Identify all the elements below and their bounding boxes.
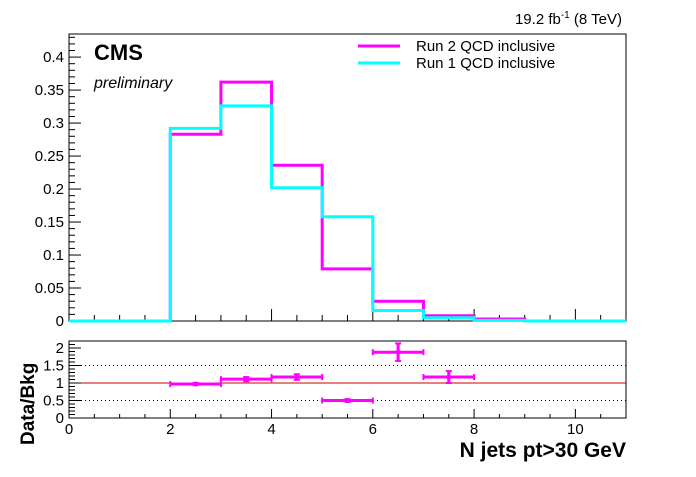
ratio-x-tick-label: 4: [267, 421, 275, 438]
ratio-y-tick-label: 0.5: [43, 393, 64, 410]
histogram-series-run2: [69, 80, 626, 323]
ratio-point: [169, 381, 222, 388]
main-y-axis: 0 0.05 0.1 0.15 0.2 0.25 0.3 0.35 0.4: [35, 36, 81, 330]
ratio-y-axis-label: Data/Bkg: [18, 363, 39, 445]
ratio-x-tick-label: 10: [567, 421, 584, 438]
ratio-point-marker: [345, 398, 350, 403]
ratio-x-tick-label: 6: [369, 421, 377, 438]
luminosity-value: 19.2 fb: [515, 11, 561, 28]
ratio-point-marker: [193, 381, 199, 387]
legend-label-run1: Run 1 QCD inclusive: [416, 55, 555, 72]
main-y-tick-label: 0.05: [35, 280, 64, 297]
main-y-tick-label: 0.1: [43, 247, 64, 264]
ratio-y-tick-label: 1.5: [43, 358, 64, 375]
ratio-points-group: [169, 342, 476, 404]
luminosity-exponent: -1: [561, 10, 570, 21]
ratio-plot-frame: [68, 340, 627, 419]
status-label: preliminary: [93, 75, 173, 92]
ratio-x-tick-label: 2: [166, 421, 174, 438]
ratio-point-marker: [243, 376, 249, 382]
ratio-point: [270, 373, 324, 381]
legend-label-run2: Run 2 QCD inclusive: [416, 38, 555, 55]
luminosity-label: 19.2 fb-1 (8 TeV): [515, 10, 622, 28]
main-y-tick-label: 0.2: [43, 181, 64, 198]
experiment-label: CMS: [94, 40, 143, 65]
ratio-point: [422, 370, 476, 384]
ratio-x-tick-label: 8: [470, 421, 478, 438]
luminosity-energy: (8 TeV): [570, 11, 622, 28]
ratio-x-tick-label: 0: [65, 421, 73, 438]
ratio-y-tick-label: 1: [56, 375, 64, 392]
ratio-point-marker: [446, 374, 452, 380]
main-y-tick-label: 0.15: [35, 214, 64, 231]
x-axis-label: N jets pt>30 GeV: [460, 439, 626, 462]
ratio-point-marker: [395, 349, 401, 355]
main-y-tick-label: 0: [56, 313, 64, 330]
ratio-point-marker: [294, 374, 300, 380]
ratio-point: [219, 376, 273, 383]
ratio-y-axis: 00.511.52: [43, 340, 81, 427]
ratio-point: [321, 397, 374, 404]
ratio-y-tick-label: 0: [56, 410, 64, 427]
ratio-reference-lines: [69, 365, 626, 401]
main-y-tick-label: 0.3: [43, 115, 64, 132]
histogram-series-group: [69, 80, 626, 323]
histogram-series-run1: [69, 104, 626, 323]
main-x-axis-ticks: [68, 309, 627, 321]
main-y-tick-label: 0.35: [35, 82, 64, 99]
ratio-y-tick-label: 2: [56, 340, 64, 357]
ratio-point: [371, 342, 425, 362]
main-y-tick-label: 0.4: [43, 49, 64, 66]
main-y-tick-label: 0.25: [35, 148, 64, 165]
ratio-x-axis: 0 2 4 6 8 10: [65, 409, 627, 438]
legend: Run 2 QCD inclusive Run 1 QCD inclusive: [358, 38, 555, 72]
